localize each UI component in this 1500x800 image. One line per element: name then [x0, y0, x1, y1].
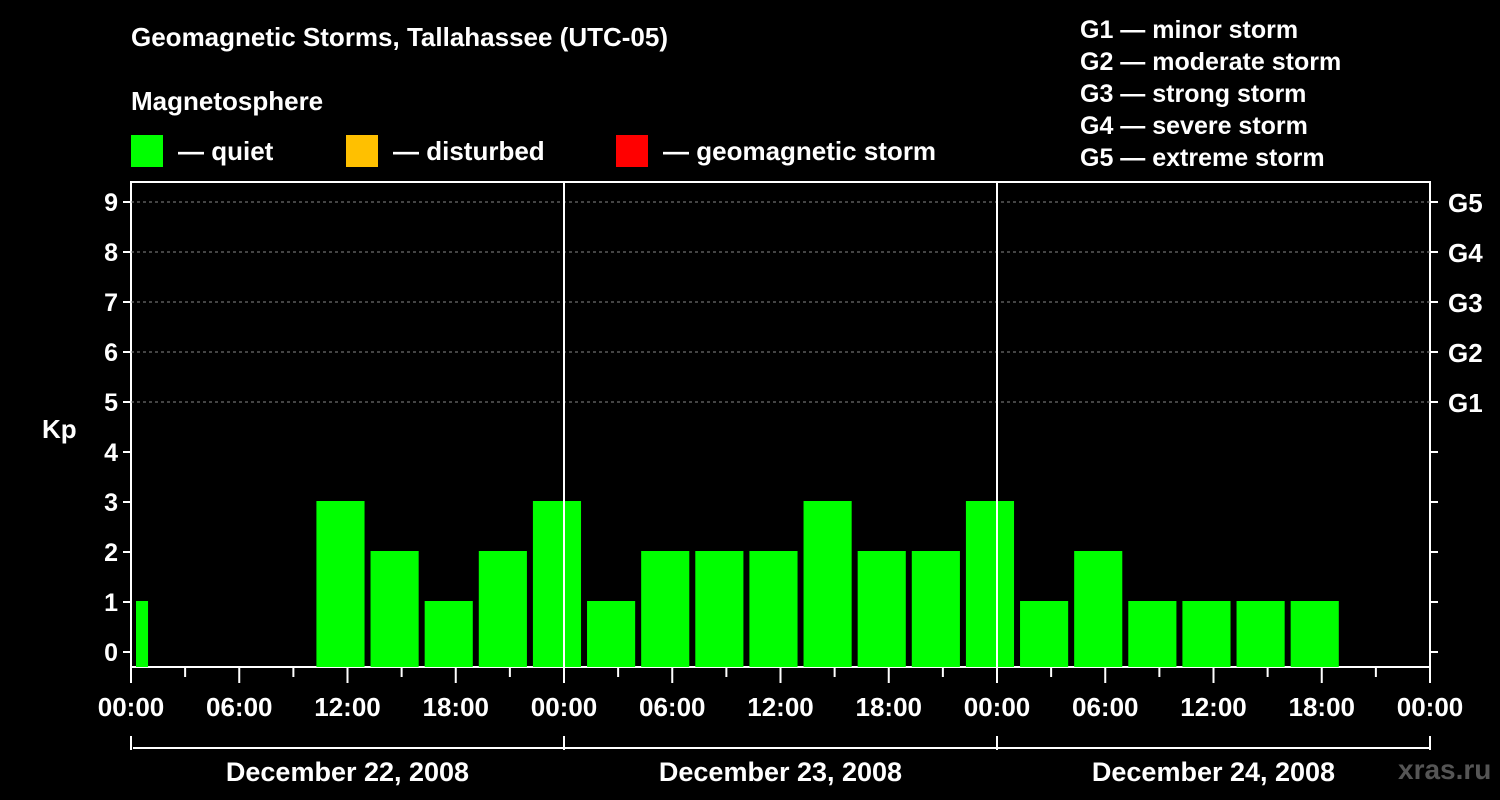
kp-bar-16: [1074, 551, 1123, 667]
y-tick-label-6: 6: [104, 339, 118, 367]
x-tick-label-6: 12:00: [747, 692, 814, 722]
watermark: xras.ru: [1398, 754, 1492, 785]
legend-label-quiet: — quiet: [178, 135, 274, 166]
storm-scale-g3: G3 — strong storm: [1080, 80, 1307, 108]
kp-bar-12: [857, 551, 906, 667]
x-tick-label-2: 12:00: [314, 692, 381, 722]
legend-item-quiet: — quiet: [131, 134, 273, 168]
kp-bar-5: [478, 551, 527, 667]
kp-bar-7: [587, 601, 636, 667]
y-axis-label: Kp: [42, 414, 77, 444]
kp-bar-4: [424, 601, 473, 667]
y-tick-label-9: 9: [104, 189, 118, 217]
x-tick-label-7: 18:00: [856, 692, 923, 722]
legend-item-storm: — geomagnetic storm: [616, 134, 936, 168]
storm-scale-g5: G5 — extreme storm: [1080, 144, 1325, 172]
y-tick-label-5: 5: [104, 389, 118, 417]
legend-label-storm: — geomagnetic storm: [663, 135, 937, 166]
y-tick-label-2: 2: [104, 539, 118, 567]
right-axis-label-g1: G1: [1448, 388, 1483, 418]
y-tick-label-1: 1: [104, 589, 118, 617]
x-tick-label-11: 18:00: [1289, 692, 1356, 722]
storm-scale-g1: G1 — minor storm: [1080, 16, 1299, 44]
kp-bar-11: [803, 501, 852, 667]
x-tick-label-5: 06:00: [639, 692, 706, 722]
magnetosphere-heading: Magnetosphere: [131, 86, 324, 116]
legend-swatch-disturbed: [346, 135, 378, 167]
storm-scale-g2: G2 — moderate storm: [1080, 48, 1342, 76]
y-tick-label-8: 8: [104, 239, 118, 267]
day-label-3: December 24, 2008: [1092, 757, 1335, 787]
x-tick-label-9: 06:00: [1072, 692, 1139, 722]
kp-bar-14: [965, 501, 1015, 667]
kp-bar-8: [641, 551, 690, 667]
kp-bar-19: [1236, 601, 1285, 667]
legend-item-disturbed: — disturbed: [346, 134, 545, 168]
kp-bar-2: [316, 501, 365, 667]
kp-bar-17: [1128, 601, 1177, 667]
legend-label-disturbed: — disturbed: [393, 135, 545, 166]
legend-swatch-storm: [616, 135, 648, 167]
kp-bar-20: [1290, 601, 1339, 667]
x-tick-label-4: 00:00: [531, 692, 598, 722]
x-tick-label-3: 18:00: [423, 692, 490, 722]
y-tick-label-3: 3: [104, 489, 118, 517]
storm-scale-g4: G4 — severe storm: [1080, 112, 1308, 140]
y-tick-label-7: 7: [104, 289, 118, 317]
day-label-2: December 23, 2008: [659, 757, 902, 787]
kp-bar-15: [1020, 601, 1069, 667]
x-tick-label-8: 00:00: [964, 692, 1031, 722]
kp-bar-6: [532, 501, 582, 667]
x-tick-label-1: 06:00: [206, 692, 273, 722]
y-tick-label-4: 4: [104, 439, 118, 467]
x-tick-label-0: 00:00: [98, 692, 165, 722]
right-axis-label-g2: G2: [1448, 338, 1483, 368]
kp-bar-10: [749, 551, 798, 667]
kp-bar-1: [136, 601, 149, 667]
right-axis-label-g5: G5: [1448, 188, 1483, 218]
day-label-1: December 22, 2008: [226, 757, 469, 787]
x-tick-label-12: 00:00: [1397, 692, 1464, 722]
kp-bar-18: [1182, 601, 1231, 667]
kp-bar-13: [911, 551, 960, 667]
y-tick-label-0: 0: [104, 639, 118, 667]
kp-bar-9: [695, 551, 744, 667]
legend-swatch-quiet: [131, 135, 163, 167]
right-axis-label-g3: G3: [1448, 288, 1483, 318]
right-axis-label-g4: G4: [1448, 238, 1483, 268]
chart-title: Geomagnetic Storms, Tallahassee (UTC-05): [131, 22, 669, 52]
kp-bar-3: [370, 551, 419, 667]
storm-scale-list: G1 — minor storm G2 — moderate storm G3 …: [1080, 14, 1341, 174]
x-tick-label-10: 12:00: [1180, 692, 1247, 722]
